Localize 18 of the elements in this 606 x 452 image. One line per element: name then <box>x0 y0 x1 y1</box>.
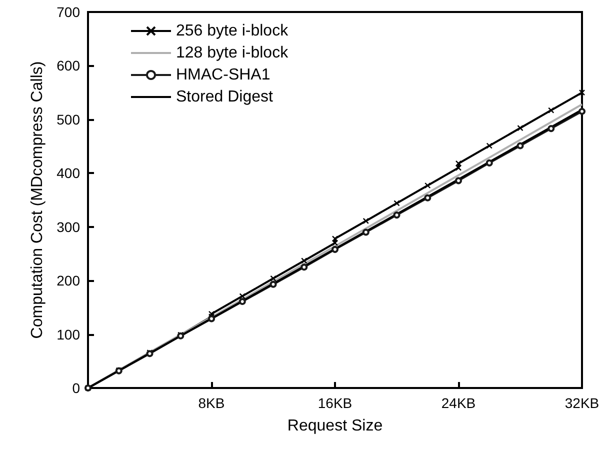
x-tick-label: 8KB <box>198 395 225 411</box>
x-axis-title: Request Size <box>287 418 383 434</box>
y-tick-label: 0 <box>72 380 80 396</box>
legend-label: HMAC-SHA1 <box>176 66 270 84</box>
y-tick-label: 100 <box>56 326 80 342</box>
y-tick-label: 700 <box>56 4 80 20</box>
x-tick-label: 32KB <box>564 395 600 411</box>
y-tick-label: 400 <box>56 165 80 182</box>
y-tick-label: 500 <box>56 111 80 128</box>
y-tick-label: 600 <box>56 58 80 74</box>
legend-label: Stored Digest <box>176 88 274 106</box>
y-tick-label: 200 <box>56 272 80 289</box>
y-axis-title: Computation Cost (MDcompress Calls) <box>29 61 46 339</box>
y-tick-label: 300 <box>56 218 80 235</box>
legend-label: 256 byte i-block <box>176 22 290 40</box>
x-tick-label: 16KB <box>318 395 352 411</box>
x-tick-label: 24KB <box>441 395 476 411</box>
legend-label: 128 byte i-block <box>176 44 290 62</box>
